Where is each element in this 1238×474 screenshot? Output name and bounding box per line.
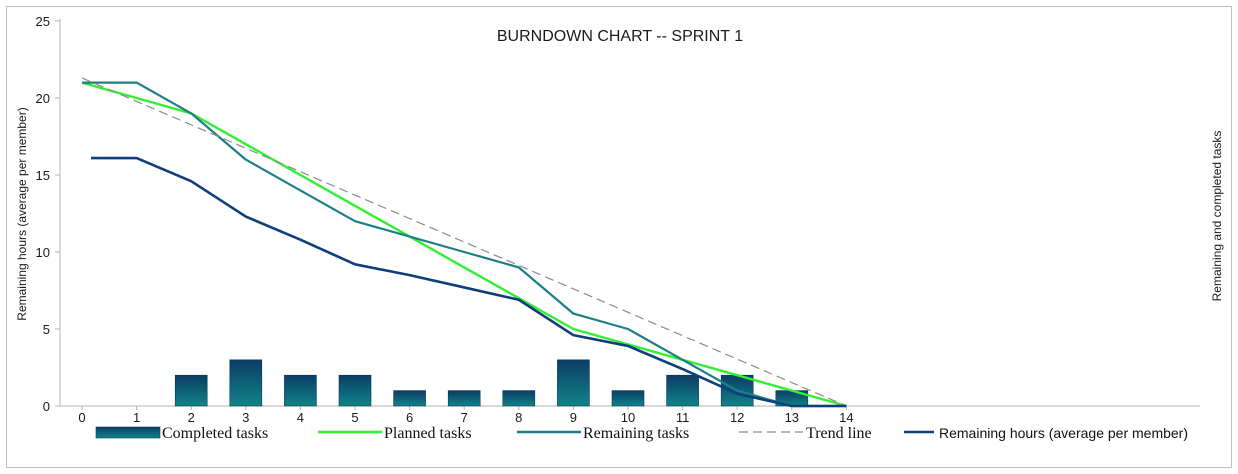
- x-tick-label: 10: [621, 410, 635, 425]
- legend-label-completed-tasks: Completed tasks: [162, 425, 268, 442]
- y-tick-label: 20: [36, 91, 50, 106]
- x-tick-label: 7: [461, 410, 468, 425]
- legend-label-planned-tasks: Planned tasks: [384, 425, 472, 442]
- completed-tasks-bar: [284, 374, 317, 407]
- y-axis-label-right: Remaining and completed tasks: [1210, 131, 1224, 302]
- x-tick-label: 3: [242, 410, 249, 425]
- legend-label-trend-line: Trend line: [806, 425, 872, 442]
- trend-line-line: [81, 77, 847, 407]
- x-tick-label: 8: [515, 410, 522, 425]
- y-axis-label-left: Remaining hours (average per member): [15, 107, 29, 320]
- x-tick-label: 6: [406, 410, 413, 425]
- x-tick-label: 2: [188, 410, 195, 425]
- legend-label-remaining-tasks: Remaining tasks: [583, 425, 689, 442]
- x-tick-label: 11: [676, 410, 690, 425]
- remaining-tasks-line: [82, 81, 847, 408]
- completed-tasks-bar: [611, 390, 645, 407]
- completed-tasks-bar: [666, 374, 699, 407]
- x-tick-label: 4: [297, 410, 304, 425]
- x-tick-label: 0: [78, 410, 85, 425]
- completed-tasks-bar: [338, 374, 372, 407]
- x-tick-label: 5: [351, 410, 358, 425]
- y-tick-label: 5: [43, 322, 50, 337]
- completed-tasks-bar: [447, 390, 481, 407]
- y-tick-label: 10: [36, 245, 50, 260]
- y-tick-label: 25: [36, 14, 50, 29]
- remaining-hours-average-per-member-line: [91, 156, 847, 408]
- planned-tasks-line: [81, 81, 847, 408]
- x-tick-label: 13: [785, 410, 799, 425]
- completed-tasks-bar: [174, 374, 208, 407]
- legend-swatch-completed-tasks: [95, 426, 161, 439]
- x-tick-label: 12: [730, 410, 744, 425]
- x-tick-label: 9: [570, 410, 577, 425]
- chart-title: BURNDOWN CHART -- SPRINT 1: [497, 28, 743, 45]
- y-tick-label: 15: [36, 168, 50, 183]
- completed-tasks-bar: [557, 359, 590, 407]
- x-tick-label: 1: [133, 410, 140, 425]
- completed-tasks-bar: [502, 390, 536, 407]
- y-tick-label: 0: [43, 399, 50, 414]
- completed-tasks-bar: [393, 390, 426, 407]
- completed-tasks-bar: [229, 359, 263, 407]
- legend-label-remaining-hours-average-per-member: Remaining hours (average per member): [939, 425, 1188, 441]
- x-tick-label: 14: [839, 410, 853, 425]
